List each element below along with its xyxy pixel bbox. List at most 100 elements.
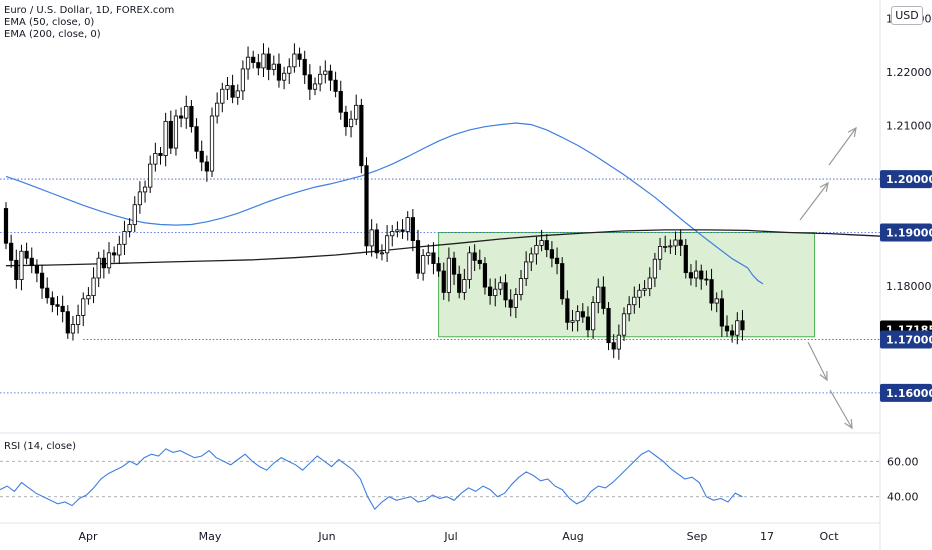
arrow-shaft	[828, 127, 857, 166]
candlesticks	[3, 43, 745, 360]
candle-125	[647, 267, 652, 297]
candle-96	[498, 276, 503, 296]
price-tag-3: 1.17000	[880, 330, 932, 349]
candle-0	[3, 202, 9, 250]
candle-134	[694, 260, 699, 288]
candle-body	[184, 105, 189, 119]
candle-27	[142, 180, 148, 203]
candle-86	[446, 247, 452, 302]
candle-133	[688, 264, 694, 286]
candle-105	[544, 234, 549, 258]
candle-body	[271, 63, 276, 70]
candle-body	[323, 70, 328, 75]
candle-body	[9, 242, 14, 261]
candle-46	[240, 60, 245, 100]
candle-82	[426, 244, 431, 265]
price-tick-label: 1.18000	[886, 280, 932, 293]
candle-body	[81, 298, 86, 316]
candle-body	[142, 186, 148, 193]
candle-body	[611, 342, 616, 350]
candle-104	[539, 229, 544, 252]
candle-132	[683, 238, 688, 279]
candle-66	[343, 105, 349, 136]
candle-56	[292, 43, 297, 73]
candle-body	[45, 287, 50, 299]
candle-body	[91, 277, 96, 297]
candle-body	[487, 286, 493, 297]
candle-body	[426, 252, 431, 256]
candle-12	[65, 305, 70, 339]
candle-body	[127, 224, 132, 232]
candle-body	[421, 255, 426, 274]
candle-67	[348, 110, 354, 138]
candle-40	[209, 107, 215, 177]
candle-98	[508, 289, 513, 317]
candle-body	[616, 334, 621, 350]
candle-body	[39, 272, 45, 289]
candle-body	[60, 305, 65, 313]
candle-80	[415, 229, 421, 280]
price-tag-bg	[880, 223, 932, 242]
candle-130	[673, 231, 678, 255]
candle-body	[348, 118, 354, 128]
candle-94	[487, 278, 493, 305]
candle-body	[621, 313, 627, 336]
candle-140	[724, 315, 730, 337]
candle-body	[580, 311, 585, 318]
price-tag-text: 1.17000	[886, 333, 932, 346]
candle-85	[441, 262, 446, 300]
candle-11	[60, 295, 65, 323]
candle-129	[668, 239, 673, 254]
candle-23	[122, 220, 127, 255]
candle-64	[333, 71, 338, 98]
candle-33	[173, 109, 179, 156]
candle-body	[199, 150, 204, 163]
candle-body	[642, 288, 647, 291]
candle-30	[158, 147, 163, 165]
time-tick-label: Aug	[562, 530, 583, 543]
candle-6	[34, 259, 40, 283]
candle-8	[45, 277, 50, 304]
candle-88	[457, 265, 462, 299]
candle-136	[704, 270, 709, 286]
candle-body	[106, 252, 112, 269]
currency-badge[interactable]: USD	[891, 6, 923, 25]
price-tag-0: 1.20000	[880, 170, 932, 189]
candle-body	[50, 297, 55, 306]
candle-38	[199, 140, 204, 172]
price-tag-bg	[880, 383, 932, 402]
candle-100	[518, 269, 524, 301]
candle-117	[606, 302, 611, 351]
candle-45	[235, 84, 240, 105]
arrow-down-1	[807, 341, 828, 382]
candle-24	[127, 218, 132, 238]
candle-body	[627, 304, 632, 315]
price-tag-1: 1.19000	[880, 223, 932, 242]
candle-body	[518, 278, 524, 295]
candle-body	[544, 240, 549, 251]
candle-body	[70, 324, 76, 334]
candle-body	[287, 66, 292, 74]
time-tick-label: Oct	[819, 530, 839, 543]
candle-body	[34, 265, 40, 274]
candle-99	[513, 288, 518, 319]
candle-body	[215, 102, 220, 117]
candle-body	[704, 278, 709, 281]
candle-body	[436, 263, 441, 272]
candle-body	[230, 85, 235, 98]
candle-body	[606, 308, 611, 344]
arrow-down-2	[829, 389, 853, 430]
candle-63	[328, 64, 333, 91]
candle-body	[498, 282, 503, 290]
ema200-line	[5, 229, 932, 267]
candle-73	[379, 244, 385, 261]
price-tag-4: 1.16000	[880, 383, 932, 402]
candle-body	[513, 294, 518, 308]
candle-body	[390, 231, 395, 237]
candle-34	[178, 107, 184, 128]
candle-15	[81, 292, 86, 327]
candle-78	[405, 211, 410, 241]
candle-93	[482, 257, 488, 295]
candle-79	[410, 209, 415, 252]
